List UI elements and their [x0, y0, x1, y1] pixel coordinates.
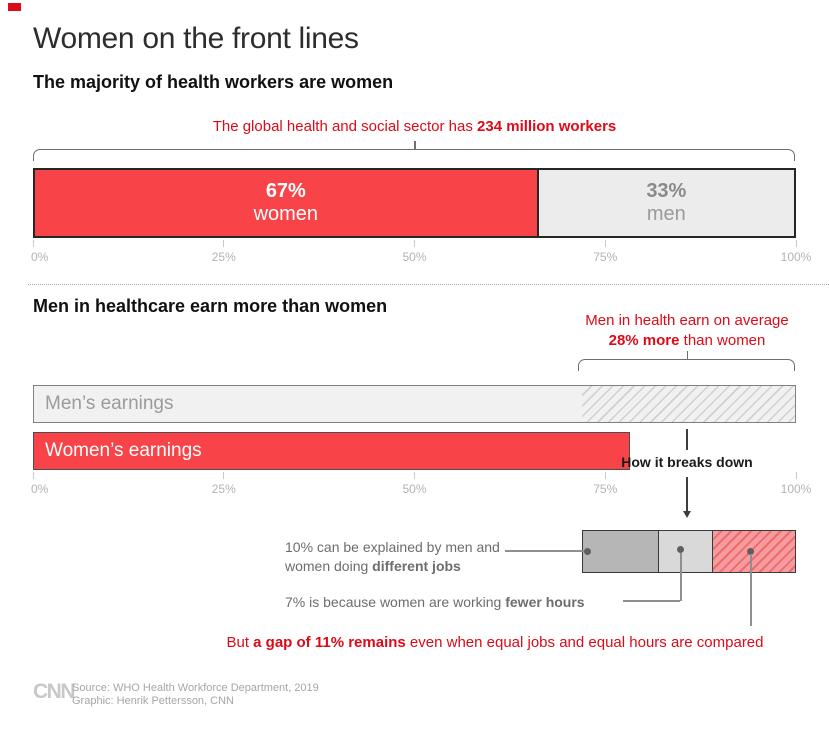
callout-dot-jobs — [584, 548, 591, 555]
callout-dot-gap — [747, 548, 754, 555]
workforce-segment-women: 67% women — [35, 170, 537, 236]
conclusion-bold: a gap of 11% remains — [253, 634, 406, 651]
womens-earnings-label: Women’s earnings — [45, 440, 202, 461]
source-line: Source: WHO Health Workforce Department,… — [72, 682, 319, 694]
workforce-segment-men: 33% men — [536, 170, 794, 236]
segment-fewer-hours — [658, 531, 712, 572]
annotation-bold: 234 million workers — [477, 118, 617, 135]
axis-earnings: 0% 25% 50% 75% 100% — [31, 472, 811, 498]
down-arrow-line — [686, 477, 688, 512]
credit-line: Graphic: Henrik Pettersson, CNN — [72, 695, 234, 707]
axis-workforce: 0% 25% 50% 75% 100% — [31, 240, 811, 266]
men-percent-label: 33% — [646, 180, 687, 202]
cnn-logo: CNN — [33, 680, 76, 703]
hours-explanation: 7% is because women are working fewer ho… — [285, 594, 585, 610]
section2-annotation: Men in health earn on average 28% more t… — [537, 311, 829, 351]
workforce-bar: 67% women 33% men — [33, 168, 796, 238]
connector-hours-horizontal — [623, 600, 680, 602]
womens-earnings-bar: Women’s earnings — [33, 432, 630, 470]
mens-earnings-bar: Men’s earnings — [33, 385, 796, 423]
breakdown-pointer-line — [686, 429, 688, 450]
annotation-text: The global health and social sector has — [212, 118, 478, 135]
bracket-total-workers — [33, 141, 795, 161]
annotation-bold: 28% more — [608, 332, 680, 349]
section-divider — [28, 284, 829, 285]
mens-earnings-label: Men’s earnings — [45, 393, 174, 414]
source-credit: Source: WHO Health Workforce Department,… — [72, 682, 319, 708]
page-title: Women on the front lines — [33, 22, 359, 55]
hours-bold: fewer hours — [505, 594, 585, 610]
section1-heading: The majority of health workers are women — [33, 72, 394, 92]
women-percent-label: 67% — [265, 180, 306, 202]
callout-dot-hours — [677, 546, 684, 553]
annotation-line1: Men in health earn on average — [585, 312, 789, 329]
conclusion-text: But a gap of 11% remains even when equal… — [226, 634, 764, 651]
down-arrow-icon — [682, 511, 691, 518]
connector-hours-vertical — [680, 553, 682, 601]
jobs-explanation: 10% can be explained by men and women do… — [285, 539, 500, 574]
section1-annotation: The global health and social sector has … — [33, 118, 796, 135]
breakdown-title: How it breaks down — [621, 454, 753, 470]
annotation-rest: than women — [679, 332, 766, 349]
earnings-gap-hatch — [581, 386, 795, 422]
jobs-bold: different jobs — [372, 558, 461, 574]
women-category-label: women — [253, 203, 319, 225]
gap-breakdown-bar — [582, 530, 796, 573]
connector-gap — [750, 554, 752, 626]
men-category-label: men — [646, 203, 686, 225]
bracket-earnings-gap — [578, 351, 795, 371]
connector-jobs — [505, 550, 584, 552]
section2-heading: Men in healthcare earn more than women — [33, 296, 388, 316]
corner-red-mark — [8, 3, 21, 11]
segment-different-jobs — [583, 531, 659, 572]
